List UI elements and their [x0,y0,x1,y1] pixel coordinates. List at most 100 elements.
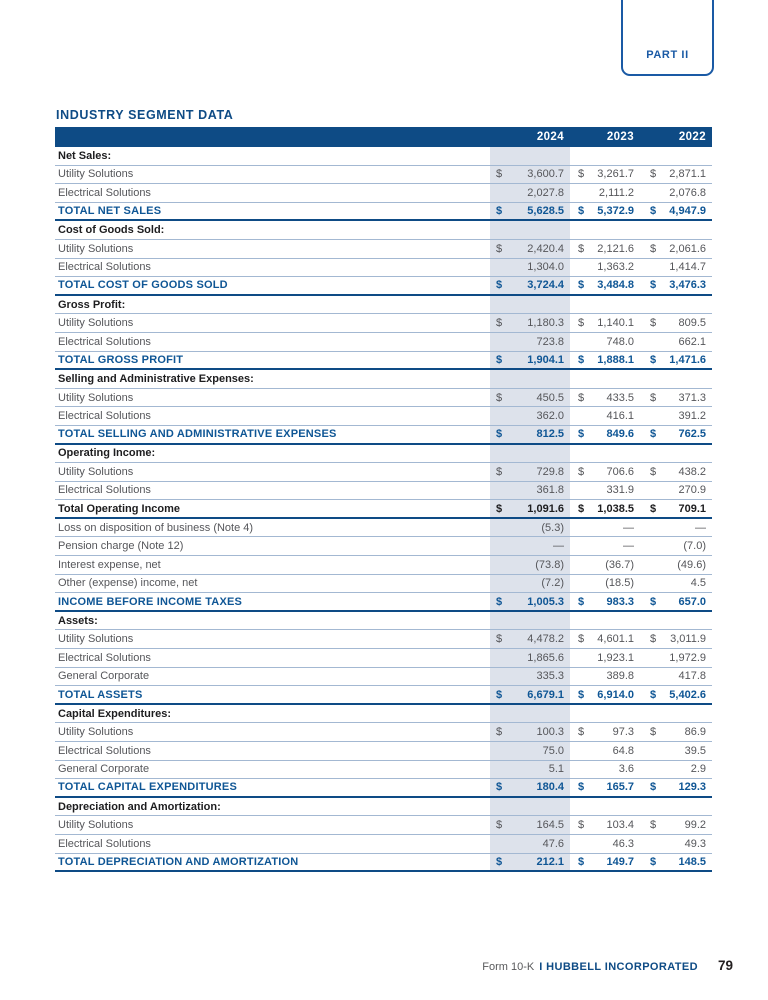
value-cell-c23 [572,370,640,388]
value-cell-c23: $6,914.0 [572,686,640,703]
value-cell-c22: $129.3 [644,779,712,796]
cell-value: 99.2 [684,819,706,832]
cell-value: 97.3 [612,726,634,739]
cell-value: 3,476.3 [669,279,706,292]
value-cell-c24: $100.3 [490,723,570,741]
value-cell-c24: 2,027.8 [490,184,570,202]
segment-table-body: Net Sales: Utility Solutions $3,600.7 $3,26… [55,147,712,873]
cell-value: 983.3 [606,595,634,608]
dollar-sign: $ [496,595,503,608]
value-cell-c22 [644,612,712,630]
value-cell-c23 [572,612,640,630]
dollar-sign: $ [578,242,585,255]
value-cell-c23: $1,038.5 [572,500,640,517]
value-cell-c24: $812.5 [490,425,570,443]
value-cell-c24 [490,611,570,630]
value-cell-c24 [490,704,570,723]
dollar-sign: $ [650,317,657,330]
dollar-sign: $ [650,855,657,868]
cell-value: 331.9 [606,484,634,497]
cell-value: 39.5 [684,744,706,757]
cell-value: (5.3) [541,521,564,534]
row-label: TOTAL NET SALES [58,205,162,218]
cell-value: 6,679.1 [527,688,564,701]
value-cell-c22 [644,798,712,816]
cell-value: (18.5) [605,577,634,590]
table-row: Electrical Solutions 362.0 416.1 391.2 [55,407,712,426]
row-label: Other (expense) income, net [58,577,198,590]
value-cell-c24: 75.0 [490,742,570,760]
table-row: General Corporate 335.3 389.8 417.8 [55,667,712,687]
cell-value: 709.1 [678,502,706,515]
cell-value: 3,484.8 [597,279,634,292]
value-cell-c22 [644,147,712,165]
value-cell-c23: $103.4 [572,816,640,834]
row-label: TOTAL SELLING AND ADMINISTRATIVE EXPENSE… [58,428,337,441]
page-number: 79 [717,958,733,973]
value-cell-c24: 723.8 [490,332,570,351]
dollar-sign: $ [496,279,503,292]
dollar-sign: $ [578,633,585,646]
table-row: Cost of Goods Sold: [55,221,712,240]
table-row: TOTAL COST OF GOODS SOLD $3,724.4 $3,484.8… [55,277,712,296]
dollar-sign: $ [578,391,585,404]
table-row: Capital Expenditures: [55,704,712,724]
dollar-sign: $ [650,353,657,366]
dollar-sign: $ [496,317,503,330]
value-cell-c24: $1,904.1 [490,351,570,369]
value-cell-c24 [490,295,570,314]
cell-value: 391.2 [678,410,706,423]
cell-value: 4,601.1 [597,633,634,646]
value-cell-c22: 49.3 [644,835,712,853]
value-cell-c24 [490,370,570,388]
part-ii-tab: PART II [621,0,714,76]
row-label: Assets: [58,614,98,627]
table-row: Electrical Solutions 75.0 64.8 39.5 [55,742,712,761]
cell-value: 4,947.9 [669,205,706,218]
value-cell-c24: $729.8 [490,463,570,481]
value-cell-c22: (49.6) [644,556,712,574]
row-label: Operating Income: [58,447,156,460]
table-row: Interest expense, net (73.8) (36.7) (49.6) [55,556,712,575]
value-cell-c23: $433.5 [572,389,640,407]
dollar-sign: $ [650,819,657,832]
cell-value: 1,888.1 [597,353,634,366]
table-row: Electrical Solutions 2,027.8 2,111.2 2,076.… [55,184,712,203]
row-label: TOTAL COST OF GOODS SOLD [58,279,228,292]
value-cell-c23: 2,111.2 [572,184,640,202]
value-cell-c24: $212.1 [490,853,570,871]
dollar-sign: $ [578,688,585,701]
table-row: Operating Income: [55,444,712,464]
cell-value: 164.5 [536,819,564,832]
value-cell-c22: $3,476.3 [644,277,712,294]
value-cell-c23: $3,484.8 [572,277,640,294]
cell-value: 389.8 [606,670,634,683]
table-row: Utility Solutions $2,420.4 $2,121.6 $2,061.… [55,239,712,259]
cell-value: 149.7 [606,855,634,868]
cell-value: (7.2) [541,577,564,590]
cell-value: 1,005.3 [527,595,564,608]
dollar-sign: $ [496,242,503,255]
dollar-sign: $ [496,428,503,441]
cell-value: 2,871.1 [669,168,706,181]
cell-value: 1,414.7 [669,261,706,274]
cell-value: 1,363.2 [597,261,634,274]
value-cell-c23 [572,296,640,314]
dollar-sign: $ [578,168,585,181]
cell-value: 748.0 [606,335,634,348]
row-label: Selling and Administrative Expenses: [58,372,254,385]
value-cell-c22: $86.9 [644,723,712,741]
cell-value: 212.1 [536,855,564,868]
dollar-sign: $ [578,502,585,515]
value-cell-c24: $1,180.3 [490,314,570,332]
row-label: Electrical Solutions [58,335,151,348]
table-row: Utility Solutions $3,600.7 $3,261.7 $2,871.… [55,165,712,185]
value-cell-c24: 1,865.6 [490,649,570,667]
value-cell-c22 [644,445,712,463]
dollar-sign: $ [650,391,657,404]
cell-value: 729.8 [536,465,564,478]
column-header-2024: 2024 [536,131,564,143]
dollar-sign: $ [578,781,585,794]
cell-value: 3,600.7 [527,168,564,181]
row-label: Electrical Solutions [58,651,151,664]
